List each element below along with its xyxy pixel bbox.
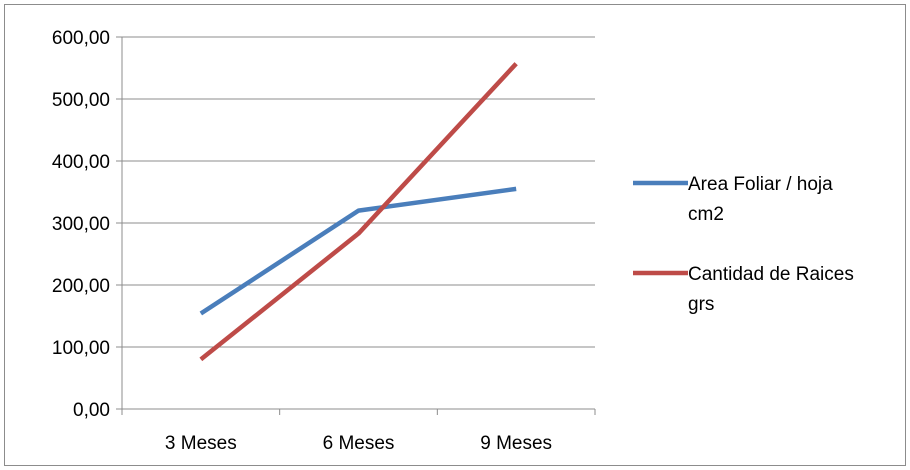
- chart-frame: 0,00 100,00 200,00 300,00 400,00 500,00 600,00…: [4, 4, 906, 466]
- line-chart: 0,00 100,00 200,00 300,00 400,00 500,00 600,00…: [5, 5, 907, 467]
- y-tick-label: 300,00: [52, 214, 110, 235]
- legend-label-2: Cantidad de Raices grs: [688, 264, 854, 315]
- x-tick-label: 9 Meses: [480, 433, 552, 454]
- legend: Area Foliar / hoja cm2 Cantidad de Raices g…: [633, 174, 854, 315]
- x-tick-labels: 3 Meses 6 Meses 9 Meses: [165, 433, 552, 454]
- y-tick-label: 100,00: [52, 338, 110, 359]
- y-tick-label: 600,00: [52, 28, 110, 49]
- y-tick-label: 500,00: [52, 90, 110, 111]
- y-tick-labels: 0,00 100,00 200,00 300,00 400,00 500,00 600,00: [52, 28, 110, 421]
- x-tick-label: 6 Meses: [323, 433, 395, 454]
- series-lines: [201, 64, 517, 360]
- axes: [116, 37, 595, 415]
- x-tick-label: 3 Meses: [165, 433, 237, 454]
- y-tick-label: 200,00: [52, 276, 110, 297]
- y-tick-label: 400,00: [52, 152, 110, 173]
- series-line-1: [201, 189, 516, 314]
- legend-label-1: Area Foliar / hoja cm2: [688, 174, 833, 225]
- y-tick-label: 0,00: [73, 400, 110, 421]
- gridlines: [122, 37, 595, 347]
